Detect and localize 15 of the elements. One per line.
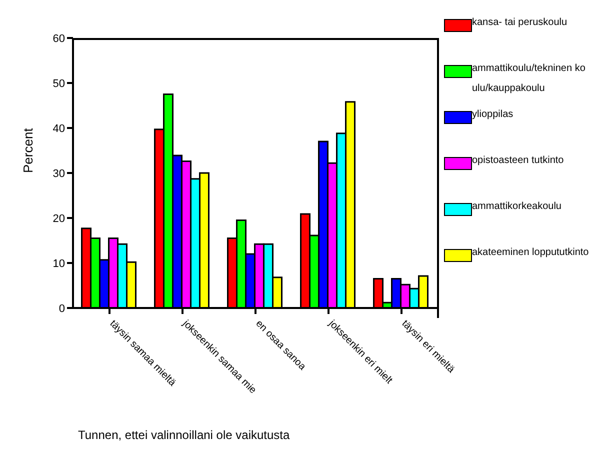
legend-label: akateeminen loppututkinto [472,246,590,260]
legend-label: opistoasteen tutkinto [472,154,565,168]
x-axis-title: Tunnen, ettei valinnoillani ole vaikutusta [78,428,290,442]
y-tick-label: 50 [52,78,65,90]
legend-label: ammattikoulu/tekninen koulu/kauppakoulu [472,62,586,96]
legend-label: kansa- tai peruskoulu [472,16,568,30]
y-axis-title: Percent [20,128,36,173]
legend-label: ylioppilas [472,108,514,122]
legend-label: ammattikorkeakoulu [472,200,562,214]
y-tick-label: 10 [52,258,65,270]
y-tick-label: 30 [52,168,65,180]
y-tick-label: 40 [52,122,65,135]
y-tick-label: 20 [52,212,65,225]
y-tick-label: 60 [52,32,65,45]
y-tick-label: 0 [58,302,65,315]
